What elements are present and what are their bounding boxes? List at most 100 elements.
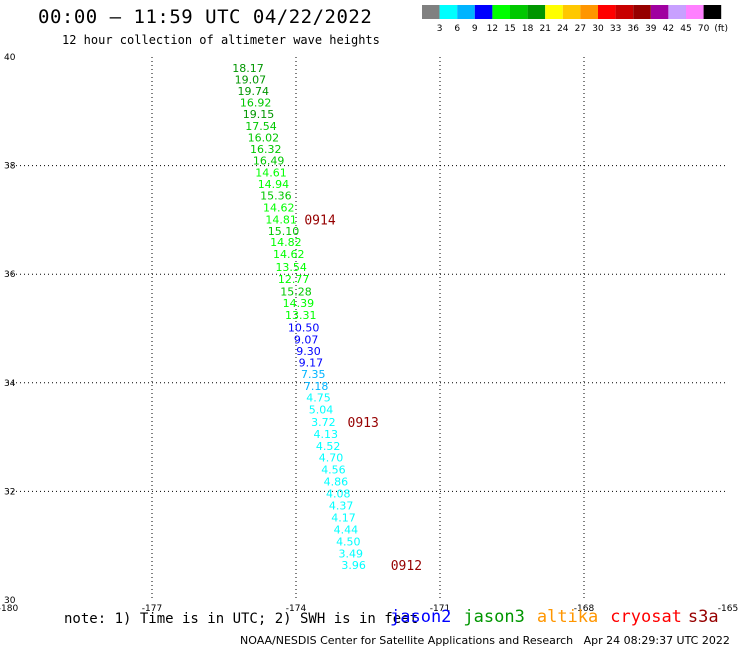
credit-timestamp: Apr 24 08:29:37 UTC 2022: [583, 634, 730, 647]
wave-height-point: 3.49: [338, 547, 363, 560]
wave-height-point: 18.17: [232, 62, 264, 75]
wave-height-point: 4.70: [319, 452, 344, 465]
colorbar-label: 42: [663, 24, 674, 34]
wave-height-point: 4.44: [334, 523, 359, 536]
wave-height-point: 15.28: [280, 286, 312, 299]
satellite-jason3: jason3: [463, 607, 525, 627]
color-scale-legend: 3 6 9 12 15 18 21 24 27 30 33 36 39 42 45 70 (ft): [422, 5, 728, 34]
wave-height-point: 4.50: [336, 535, 361, 548]
colorbar-label: 12: [487, 24, 498, 34]
colorbar-swatch: [598, 5, 616, 19]
y-tick-label: 34: [4, 379, 16, 389]
colorbar-swatch: [422, 5, 440, 19]
y-tick-label: 36: [4, 270, 16, 280]
pass-time-label: 0912: [391, 559, 422, 574]
y-tick-label: 32: [4, 487, 15, 497]
wave-height-point: 4.13: [314, 428, 339, 441]
colorbar-swatch: [510, 5, 528, 19]
colorbar-swatch: [633, 5, 651, 19]
chart-title: 00:00 – 11:59 UTC 04/22/2022: [38, 6, 373, 28]
colorbar-swatch: [703, 5, 722, 19]
wave-height-point: 14.81: [265, 213, 297, 226]
x-tick-label: -180: [0, 604, 18, 614]
colorbar-label: 24: [557, 24, 569, 34]
wave-height-point: 19.74: [238, 85, 270, 98]
wave-height-point: 15.10: [268, 225, 300, 238]
wave-height-point: 19.15: [243, 108, 275, 121]
colorbar-label: 39: [645, 24, 657, 34]
satellite-cryosat: cryosat: [610, 607, 682, 627]
wave-height-point: 9.17: [299, 357, 324, 370]
wave-height-point: 4.86: [324, 476, 349, 489]
colorbar-swatch: [615, 5, 634, 19]
wave-height-point: 13.31: [285, 309, 317, 322]
y-tick-label: 30: [4, 596, 16, 606]
wave-height-point: 4.08: [326, 488, 351, 501]
pass-time-label: 0914: [304, 213, 335, 228]
colorbar-label: 45: [680, 24, 691, 34]
satellite-altika: altika: [536, 607, 599, 627]
colorbar-swatch: [562, 5, 581, 19]
wave-height-point: 4.56: [321, 464, 346, 477]
wave-height-point: 10.50: [288, 321, 320, 334]
wave-height-point: 14.62: [263, 201, 295, 214]
wave-height-point: 16.92: [240, 97, 272, 110]
colorbar-swatch: [580, 5, 598, 19]
colorbar-label: 15: [504, 24, 515, 34]
wave-height-point: 4.17: [331, 511, 356, 524]
x-tick-label: -177: [142, 604, 162, 614]
colorbar-swatch: [527, 5, 546, 19]
x-tick-label: -168: [574, 604, 595, 614]
colorbar-label: 70: [698, 24, 710, 34]
colorbar-label: 18: [522, 24, 534, 34]
colorbar-label: (ft): [714, 24, 728, 34]
colorbar-label: 3: [437, 24, 443, 34]
wave-height-point: 16.32: [250, 143, 282, 156]
wave-height-point: 9.30: [296, 345, 321, 358]
colorbar-label: 9: [472, 24, 478, 34]
colorbar-swatch: [474, 5, 493, 19]
wave-height-point: 9.07: [294, 333, 319, 346]
colorbar-swatch: [686, 5, 704, 19]
wave-height-point: 17.54: [245, 120, 277, 133]
wave-height-point: 14.82: [270, 236, 302, 249]
wave-height-point: 13.54: [275, 261, 307, 274]
wave-height-point: 4.75: [306, 391, 331, 404]
wave-height-point: 3.96: [341, 559, 366, 572]
credit-organization: NOAA/NESDIS Center for Satellite Applica…: [240, 634, 574, 647]
chart-subtitle: 12 hour collection of altimeter wave hei…: [62, 33, 380, 47]
wave-height-point: 5.04: [309, 403, 334, 416]
colorbar-swatch: [668, 5, 686, 19]
wave-height-point: 7.18: [304, 380, 329, 393]
wave-height-point: 4.37: [329, 500, 354, 513]
colorbar-label: 30: [592, 24, 604, 34]
x-tick-label: -165: [718, 604, 738, 614]
wave-height-point: 16.02: [248, 131, 280, 144]
colorbar-label: 21: [539, 24, 550, 34]
y-tick-label: 40: [4, 53, 16, 63]
pass-time-label: 0913: [348, 416, 379, 431]
colorbar-swatch: [457, 5, 475, 19]
wave-height-point: 14.39: [283, 297, 315, 310]
x-tick-label: -174: [286, 604, 307, 614]
satellite-legend: jason2 jason3 altika cryosat s3a: [390, 607, 731, 627]
y-tick-label: 38: [4, 162, 16, 172]
footer-credit: NOAA/NESDIS Center for Satellite Applica…: [240, 634, 730, 647]
colorbar-label: 36: [627, 24, 639, 34]
colorbar-swatch: [439, 5, 458, 19]
colorbar-swatch: [492, 5, 510, 19]
wave-height-point: 7.35: [301, 368, 326, 381]
wave-height-point: 19.07: [235, 73, 267, 86]
wave-height-point: 14.61: [255, 167, 287, 180]
satellite-jason2: jason2: [390, 607, 452, 627]
wave-height-point: 4.52: [316, 440, 341, 453]
colorbar-label: 27: [575, 24, 586, 34]
colorbar-label: 6: [454, 24, 460, 34]
wave-height-point: 15.36: [260, 189, 292, 202]
wave-height-point: 14.62: [273, 248, 305, 261]
colorbar-label: 33: [610, 24, 621, 34]
footer-note: note: 1) Time is in UTC; 2) SWH is in fe…: [64, 611, 419, 627]
x-tick-label: -171: [430, 604, 450, 614]
wave-height-point: 16.49: [253, 155, 285, 168]
